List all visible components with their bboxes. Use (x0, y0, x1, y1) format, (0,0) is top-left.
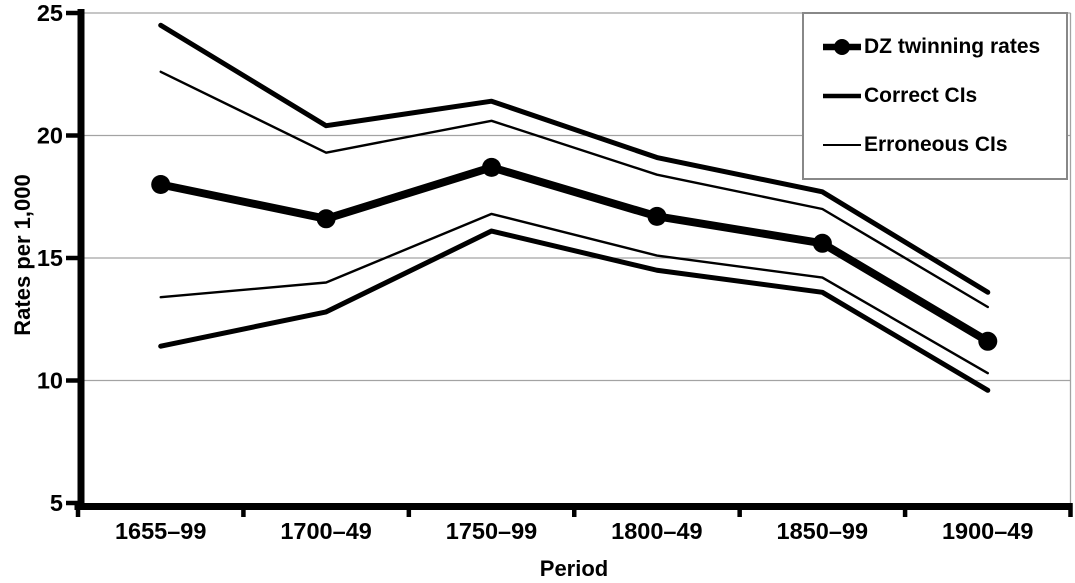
x-tick-label-1800-49: 1800–49 (611, 518, 703, 544)
legend-label-erroneous-cis: Erroneous CIs (864, 133, 1008, 157)
dz-point-marker (482, 157, 502, 177)
series-correct-lower-line (158, 228, 991, 393)
y-axis-title: Rates per 1,000 (10, 174, 35, 335)
dz-point-marker (812, 233, 832, 253)
dz-point-marker (316, 209, 336, 229)
dz-line-marker-icon (823, 38, 861, 55)
legend-label-correct-cis: Correct CIs (864, 83, 978, 107)
legend-item-erroneous-cis: Erroneous CIs (822, 133, 1062, 157)
series-dz-line (156, 163, 992, 346)
y-tick-label-5: 5 (50, 490, 63, 516)
legend: DZ twinning rates Correct CIs Erroneous … (802, 12, 1068, 180)
x-tick-label-1850-99: 1850–99 (777, 518, 869, 544)
y-tick-label-10: 10 (37, 368, 63, 394)
thick-line-icon (823, 93, 861, 99)
dz-point-marker (151, 175, 171, 194)
thin-line-icon (823, 144, 861, 147)
legend-label-dz: DZ twinning rates (864, 34, 1041, 58)
legend-item-dz-twinning-rates: DZ twinning rates (822, 35, 1062, 59)
dz-point-marker (978, 331, 998, 351)
dz-point-marker (647, 206, 667, 226)
x-axis-title: Period (540, 556, 608, 581)
series-erroneous-lower-line (159, 212, 989, 375)
axes (66, 9, 1073, 517)
series-lines (151, 22, 998, 393)
y-tick-label-15: 15 (37, 245, 63, 271)
series-erroneous-upper-line (159, 70, 989, 309)
legend-item-correct-cis: Correct CIs (822, 84, 1062, 108)
x-tick-label-1700-49: 1700–49 (280, 518, 372, 544)
y-tick-label-20: 20 (37, 123, 63, 149)
x-tick-label-1655-99: 1655–99 (115, 518, 207, 544)
x-tick-label-1900-49: 1900–49 (942, 518, 1034, 544)
y-tick-label-25: 25 (37, 0, 63, 26)
x-tick-label-1750-99: 1750–99 (446, 518, 538, 544)
series-correct-upper-line (158, 22, 991, 295)
